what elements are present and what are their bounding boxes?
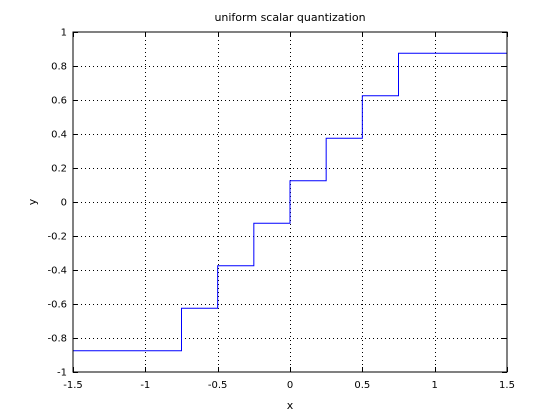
chart-title: uniform scalar quantization xyxy=(214,11,365,24)
y-tick-label: -0.6 xyxy=(47,300,67,311)
y-tick-label: -0.4 xyxy=(47,266,67,277)
x-tick-label: -0.5 xyxy=(208,380,228,391)
y-tick-label: 1 xyxy=(61,28,67,39)
y-tick-label: 0.8 xyxy=(51,62,67,73)
x-tick-label: 1.5 xyxy=(499,380,515,391)
series-line xyxy=(73,52,507,352)
x-tick-label: 1 xyxy=(431,380,437,391)
y-tick-label: 0.2 xyxy=(51,164,67,175)
y-tick-label: 0.6 xyxy=(51,96,67,107)
x-tick-label: 0.5 xyxy=(354,380,370,391)
y-tick-label: -0.8 xyxy=(47,334,67,345)
x-tick-label: -1.5 xyxy=(63,380,83,391)
tick-marks xyxy=(73,32,508,373)
y-tick-label: -0.2 xyxy=(47,232,67,243)
y-axis-title: y xyxy=(26,198,39,205)
x-axis-title: x xyxy=(287,399,294,412)
x-tick-label: -1 xyxy=(140,380,150,391)
y-tick-label: 0 xyxy=(61,198,67,209)
x-tick-label: 0 xyxy=(287,380,293,391)
series-layer xyxy=(73,52,507,352)
y-tick-label: 0.4 xyxy=(51,130,67,141)
y-tick-label: -1 xyxy=(57,368,67,379)
grid-lines xyxy=(73,32,507,372)
tick-labels: -1.5 -1 -0.5 0 0.5 1 1.5-1-0.8-0.6-0.4-0.200.2… xyxy=(47,28,514,392)
